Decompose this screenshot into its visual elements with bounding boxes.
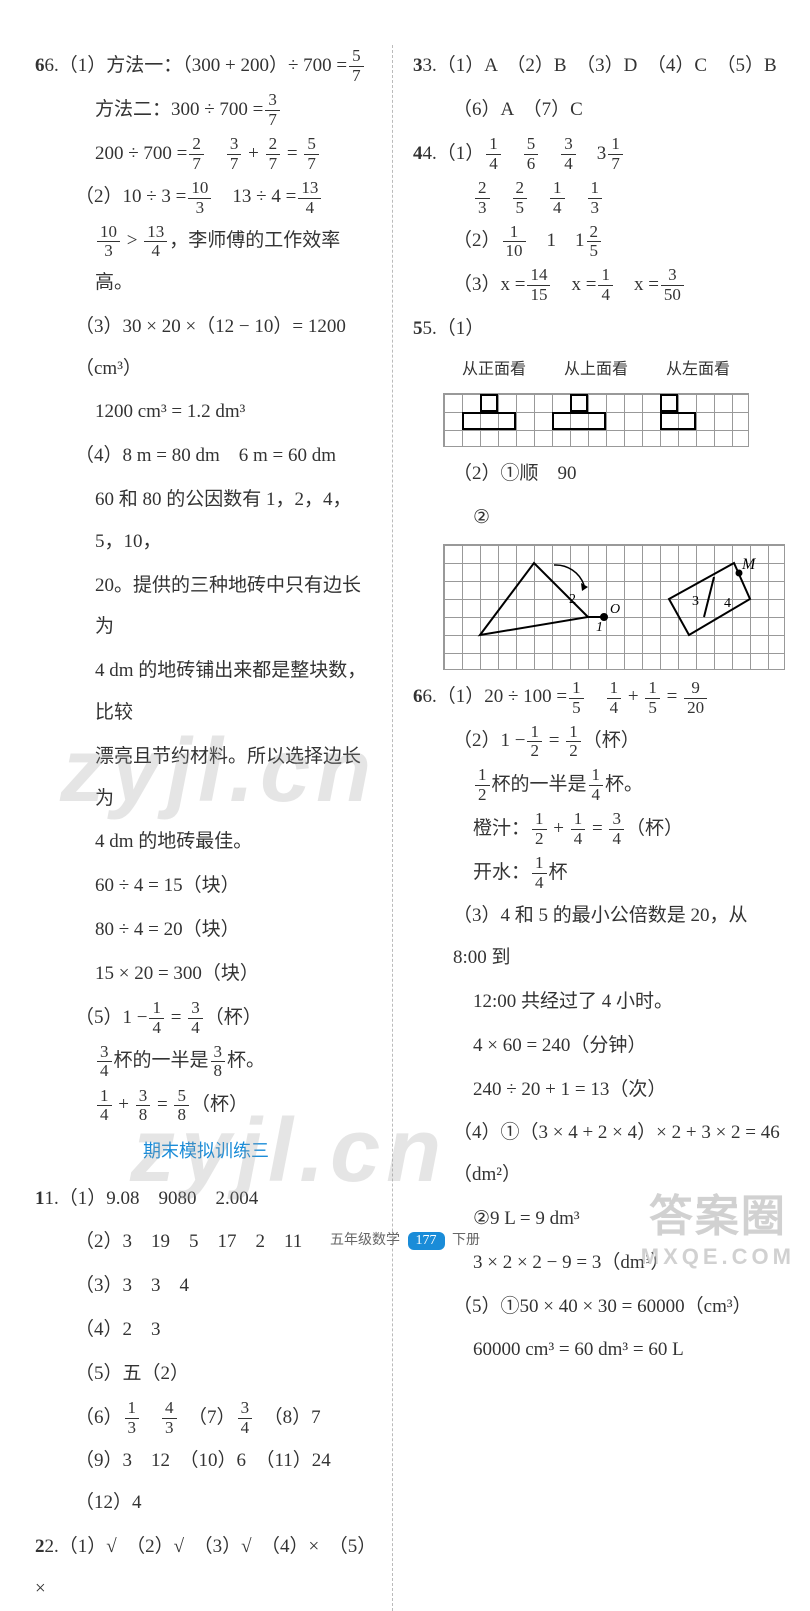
q6-p4a: （4）8 m = 80 dm 6 m = 60 dm: [35, 435, 377, 477]
q6-p3b: 1200 cm³ = 1.2 dm³: [35, 391, 377, 433]
q4c: （3）x =1415 x =14 x =350: [413, 264, 785, 306]
q6-p4i: 15 × 20 = 300（块）: [35, 953, 377, 995]
grid-5-1: [443, 393, 749, 447]
q6-p1a: 66.（1）方法一：（300 + 200）÷ 700 =57: [35, 45, 377, 87]
svg-text:2: 2: [569, 592, 576, 607]
q1f: （6）13 43 （7）34 （8）7: [35, 1397, 377, 1439]
q5c: ②: [413, 497, 785, 539]
q6r-f2: 12:00 共经过了 4 小时。: [413, 981, 785, 1023]
svg-text:4: 4: [724, 596, 731, 611]
section-title: 期末模拟训练三: [35, 1132, 377, 1172]
q6-p4f: 4 dm 的地砖最佳。: [35, 821, 377, 863]
q4a2: 23 25 14 13: [413, 176, 785, 218]
q3a: 33.（1）A （2）B （3）D （4）C （5）B: [413, 45, 785, 87]
q6-p5a: （5）1 −14 = 34（杯）: [35, 997, 377, 1039]
q1g: （9）3 12 （10）6 （11）24 （12）4: [35, 1440, 377, 1524]
q6-p4d: 4 dm 的地砖铺出来都是整块数，比较: [35, 650, 377, 734]
q3b: （6）A （7）C: [413, 89, 785, 131]
q6r-e: 开水：14杯: [413, 852, 785, 894]
page-footer: 五年级数学 177 下册: [0, 1229, 810, 1250]
q6-p4g: 60 ÷ 4 = 15（块）: [35, 865, 377, 907]
q6r-f3: 4 × 60 = 240（分钟）: [413, 1025, 785, 1067]
grid-5-2: 1 O 2 3 4 M: [443, 544, 785, 670]
q1e: （5）五（2）: [35, 1353, 377, 1395]
q6-p5e: 14 + 38 = 58（杯）: [35, 1084, 377, 1126]
q6r-h2: 60000 cm³ = 60 dm³ = 60 L: [413, 1329, 785, 1371]
q1d: （4）2 3: [35, 1309, 377, 1351]
q6-p4c: 20。提供的三种地砖中只有边长为: [35, 565, 377, 649]
svg-text:1: 1: [596, 620, 603, 635]
q4a: 44.（1）14 56 34 317: [413, 133, 785, 175]
grid-labels: 从正面看从上面看从左面看: [443, 352, 749, 387]
q6-p2c: 103 > 134，李师傅的工作效率高。: [35, 220, 377, 304]
q6-p2: （2）10 ÷ 3 =103 13 ÷ 4 =134: [35, 176, 377, 218]
left-column: 66.（1）方法一：（300 + 200）÷ 700 =57 方法二：300 ÷…: [35, 45, 377, 1611]
q6r-b: （2）1 −12 = 12（杯）: [413, 720, 785, 762]
q4b: （2）110 1 125: [413, 220, 785, 262]
q6r-f4: 240 ÷ 20 + 1 = 13（次）: [413, 1069, 785, 1111]
q6r-d: 橙汁：12 + 14 = 34（杯）: [413, 808, 785, 850]
q6-p1b: 方法二：300 ÷ 700 =37: [35, 89, 377, 131]
q1a: 11.（1）9.08 9080 2.004: [35, 1178, 377, 1220]
q6r-g: （4）①（3 × 4 + 2 × 4）× 2 + 3 × 2 = 46（dm²）: [413, 1112, 785, 1196]
q6-p4b: 60 和 80 的公因数有 1，2，4，5，10，: [35, 479, 377, 563]
q5b: （2）①顺 90: [413, 453, 785, 495]
q6-p3a: （3）30 × 20 ×（12 − 10）= 1200（cm³）: [35, 306, 377, 390]
q6-p4h: 80 ÷ 4 = 20（块）: [35, 909, 377, 951]
svg-text:3: 3: [692, 594, 699, 609]
q6-p1c: 200 ÷ 700 =27 37 + 27 = 57: [35, 133, 377, 175]
q6r-h: （5）①50 × 40 × 30 = 60000（cm³）: [413, 1286, 785, 1328]
q5a: 55.（1）: [413, 308, 785, 350]
svg-text:M: M: [741, 556, 757, 573]
q6-p4e: 漂亮且节约材料。所以选择边长为: [35, 736, 377, 820]
q6r-f: （3）4 和 5 的最小公倍数是 20，从 8:00 到: [413, 895, 785, 979]
q6-p5c: 34杯的一半是38杯。: [35, 1040, 377, 1082]
svg-text:O: O: [610, 602, 620, 617]
q6r-a: 66.（1）20 ÷ 100 =15 14 + 15 = 920: [413, 676, 785, 718]
q1c: （3）3 3 4: [35, 1265, 377, 1307]
right-column: 33.（1）A （2）B （3）D （4）C （5）B （6）A （7）C 44…: [392, 45, 785, 1611]
q2: 22.（1）√ （2）√ （3）√ （4）× （5）×: [35, 1526, 377, 1610]
q6r-c: 12杯的一半是14杯。: [413, 764, 785, 806]
